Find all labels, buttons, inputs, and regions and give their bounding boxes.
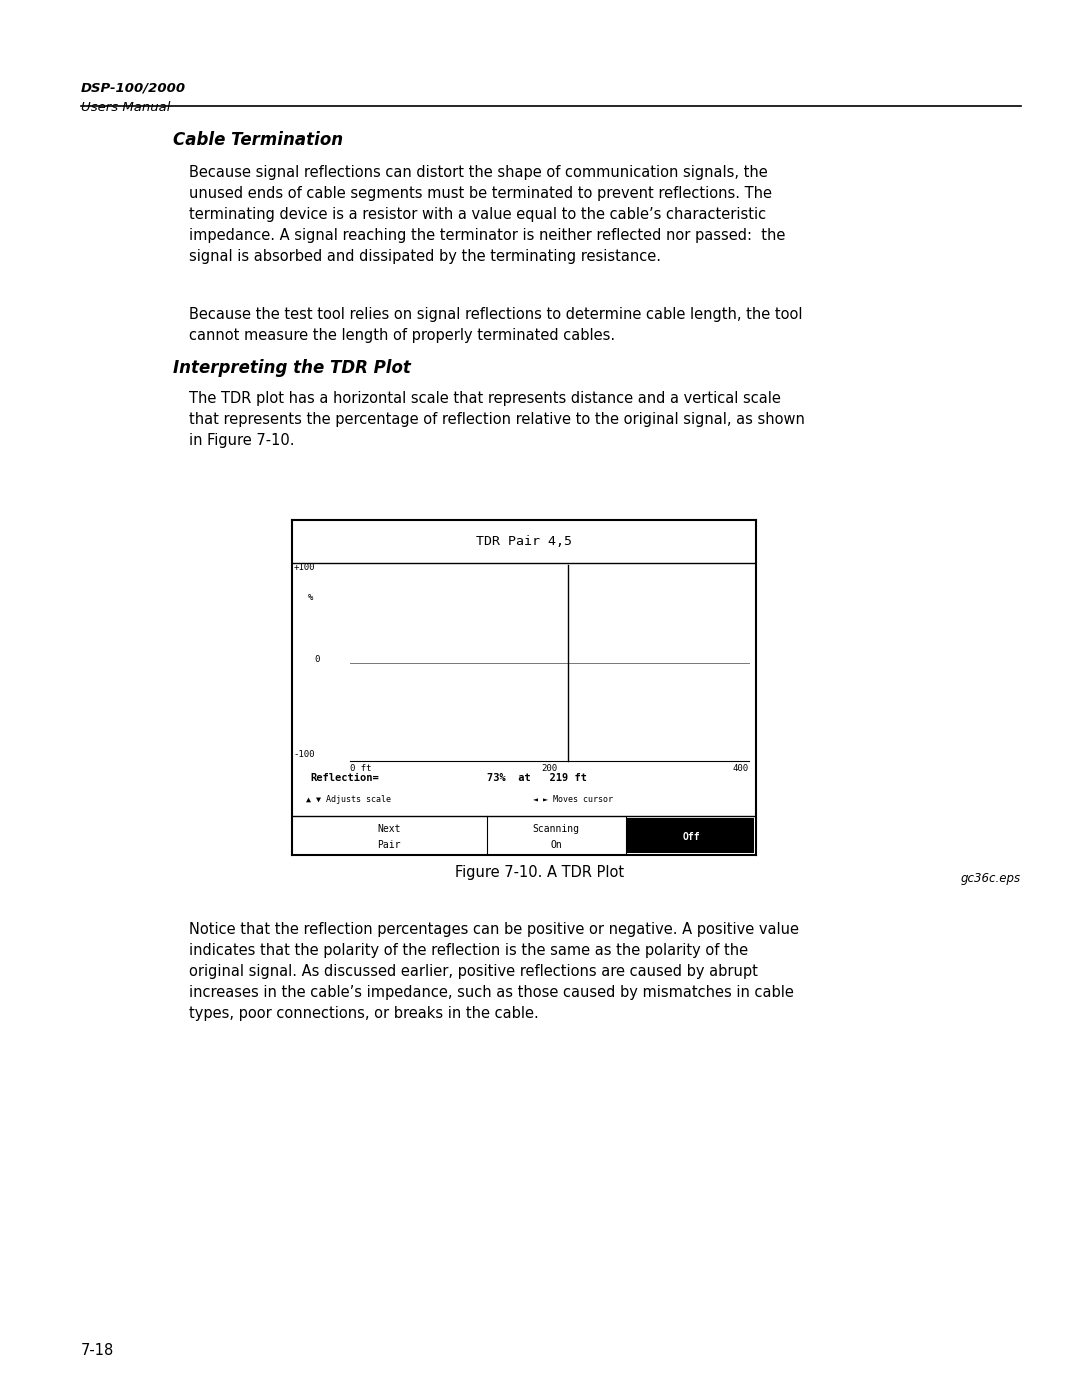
Text: Off: Off — [683, 833, 700, 842]
Text: TDR Pair 4,5: TDR Pair 4,5 — [476, 535, 571, 548]
Text: Figure 7-10. A TDR Plot: Figure 7-10. A TDR Plot — [456, 865, 624, 880]
Text: 7-18: 7-18 — [81, 1343, 114, 1358]
Text: Users Manual: Users Manual — [81, 101, 171, 113]
Text: 400: 400 — [733, 764, 750, 773]
Text: DSP-100/2000: DSP-100/2000 — [81, 81, 186, 94]
Text: Because the test tool relies on signal reflections to determine cable length, th: Because the test tool relies on signal r… — [189, 307, 802, 344]
Text: Cable Termination: Cable Termination — [173, 131, 343, 149]
Text: gc36c.eps: gc36c.eps — [960, 872, 1021, 884]
Text: ▲ ▼ Adjusts scale: ▲ ▼ Adjusts scale — [306, 795, 391, 805]
Text: +100: +100 — [294, 563, 315, 573]
Text: 200: 200 — [541, 764, 557, 773]
Text: Next: Next — [377, 824, 401, 834]
Text: Notice that the reflection percentages can be positive or negative. A positive v: Notice that the reflection percentages c… — [189, 922, 799, 1021]
Text: Interpreting the TDR Plot: Interpreting the TDR Plot — [173, 359, 410, 377]
Text: 0 ft: 0 ft — [350, 764, 372, 773]
Text: Scanning: Scanning — [532, 824, 580, 834]
Text: 0: 0 — [315, 655, 320, 664]
Text: 73%  at   219 ft: 73% at 219 ft — [487, 773, 586, 782]
Text: Because signal reflections can distort the shape of communication signals, the
u: Because signal reflections can distort t… — [189, 165, 785, 264]
Text: -100: -100 — [294, 750, 315, 760]
Text: ◄ ► Moves cursor: ◄ ► Moves cursor — [534, 795, 613, 805]
Text: On: On — [551, 841, 563, 851]
Text: Pair: Pair — [377, 841, 401, 851]
Text: The TDR plot has a horizontal scale that represents distance and a vertical scal: The TDR plot has a horizontal scale that… — [189, 391, 805, 448]
Text: Reflection=: Reflection= — [310, 773, 379, 782]
Text: %: % — [308, 594, 313, 602]
